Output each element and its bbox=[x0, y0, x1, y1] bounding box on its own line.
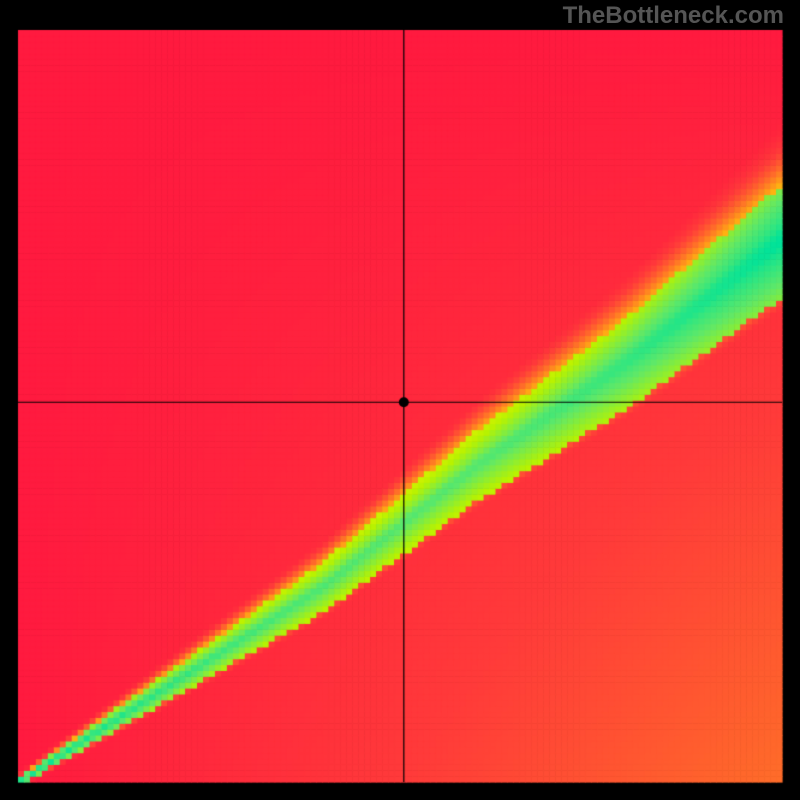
root-container: TheBottleneck.com bbox=[0, 0, 800, 800]
heatmap-plot bbox=[0, 0, 800, 800]
watermark-text: TheBottleneck.com bbox=[563, 2, 784, 30]
